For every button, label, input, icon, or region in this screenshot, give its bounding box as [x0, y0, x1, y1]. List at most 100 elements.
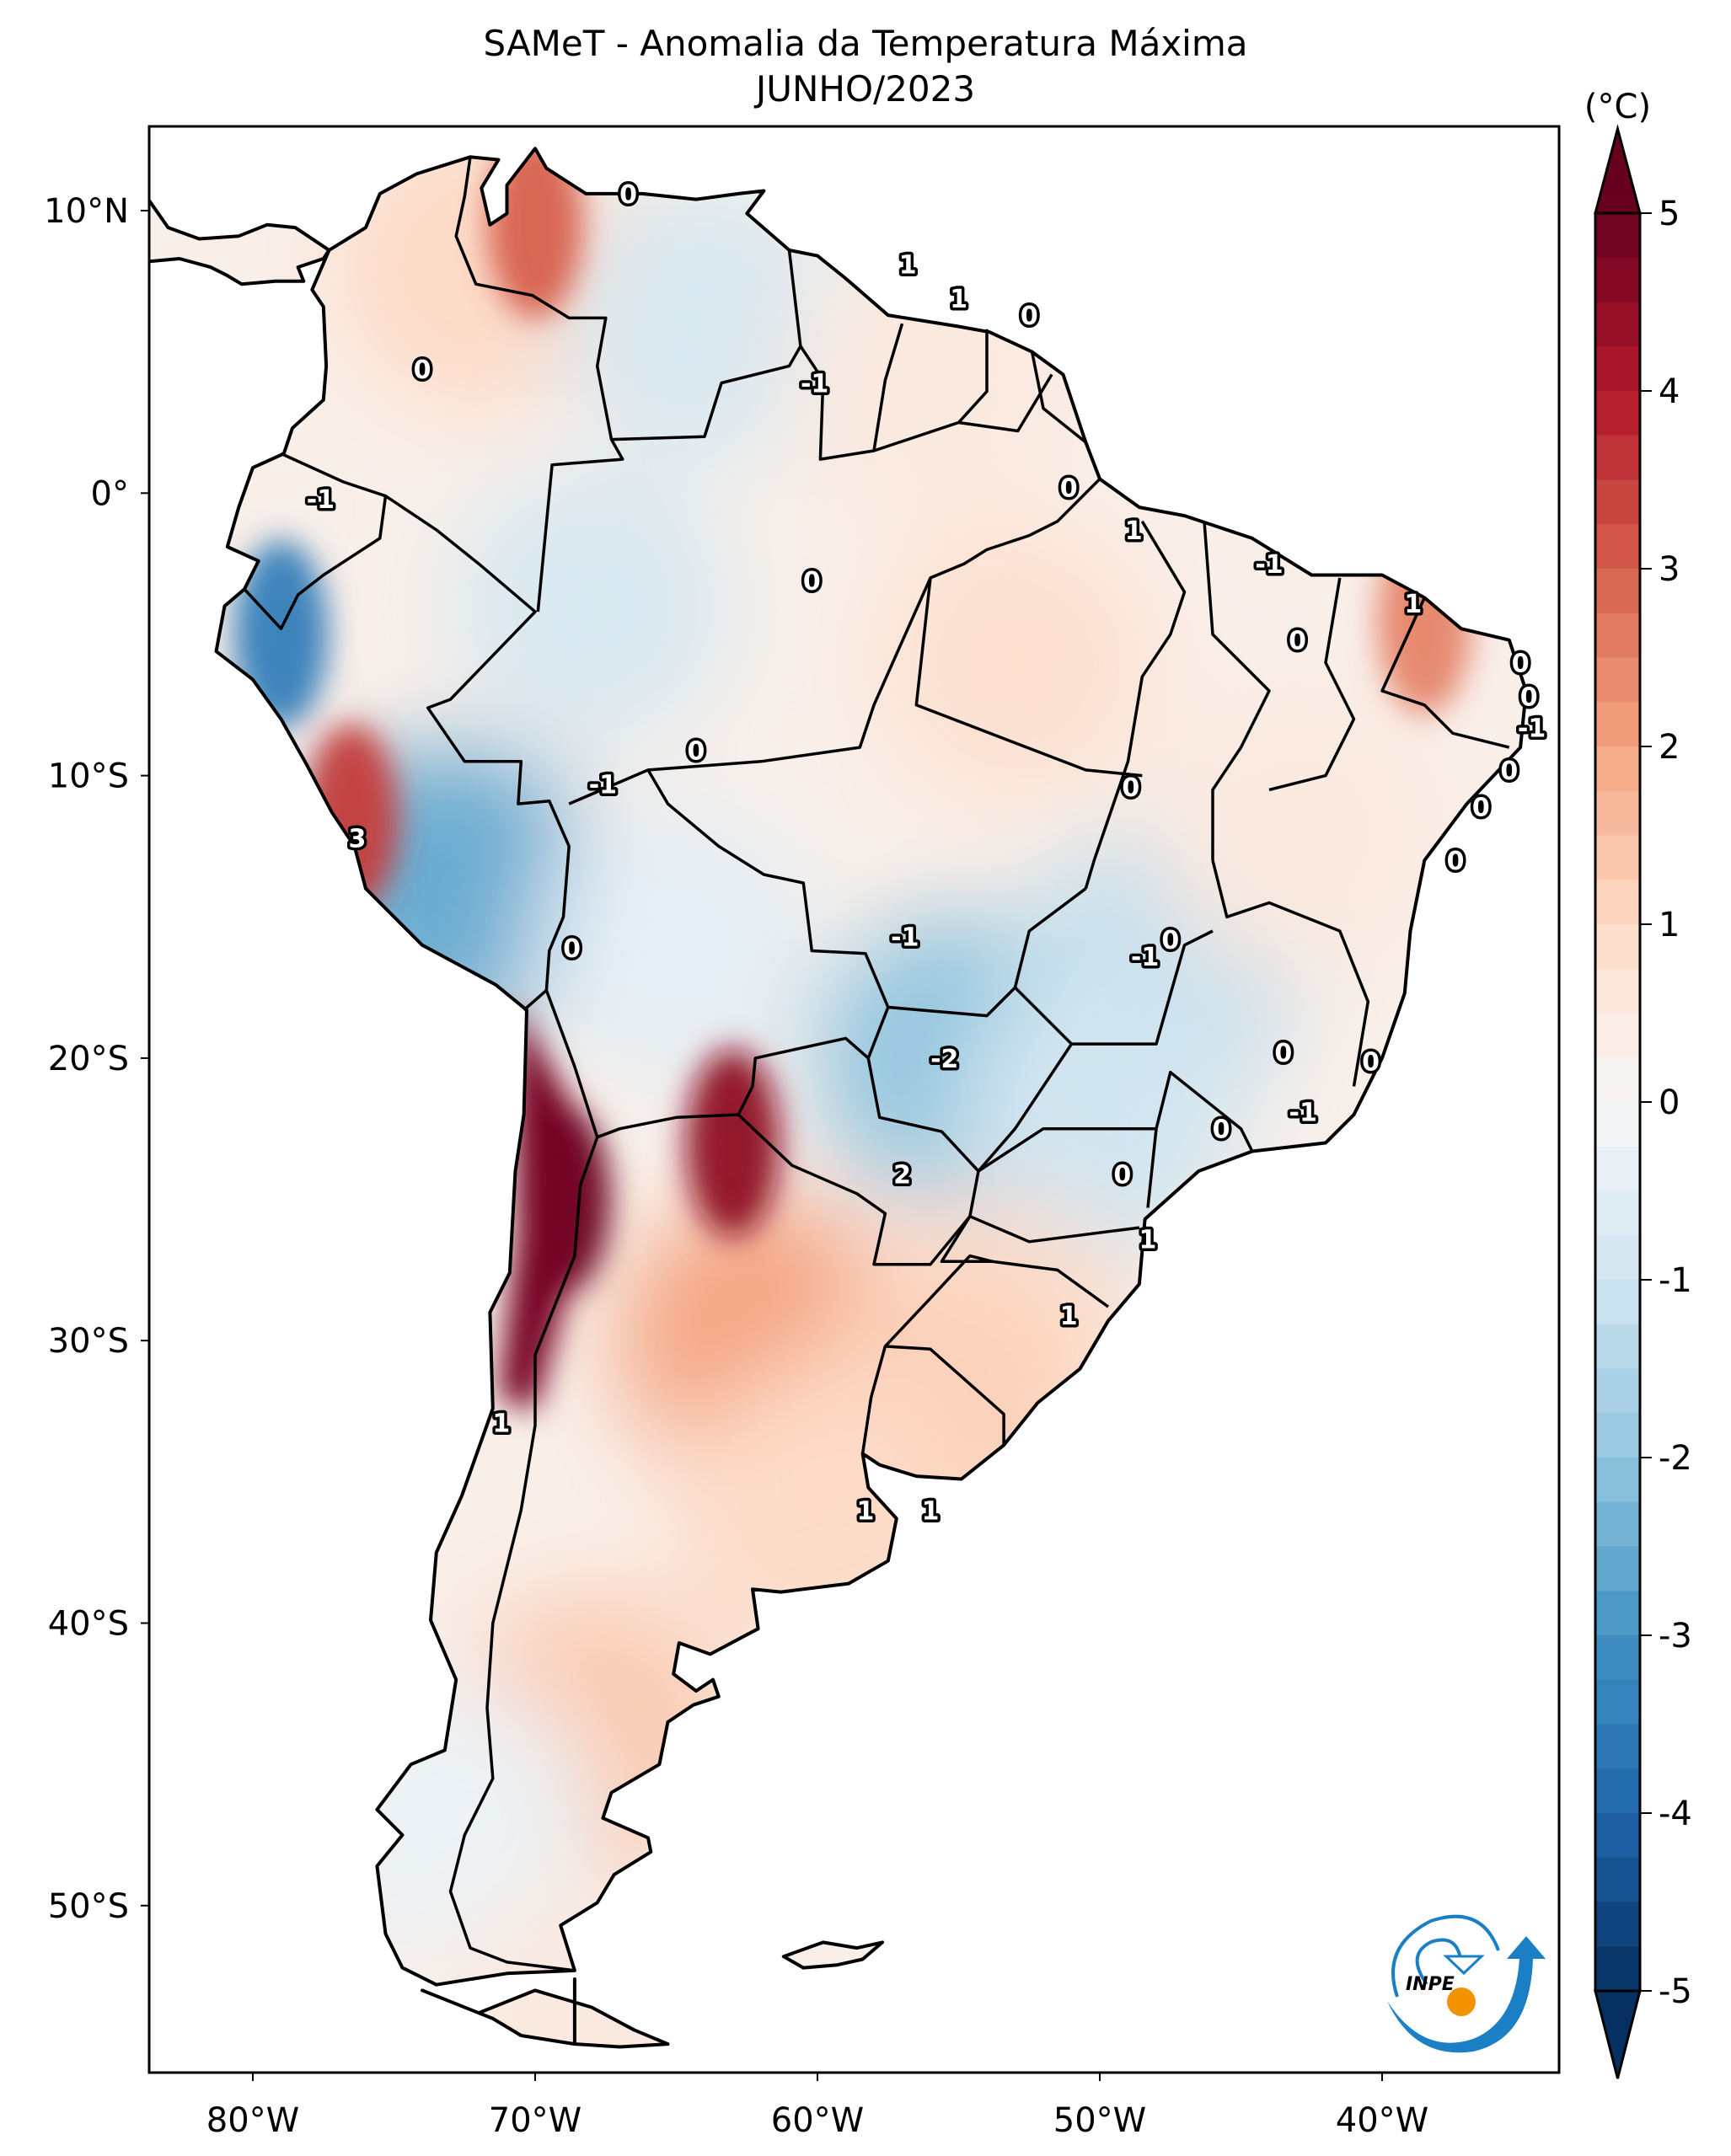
contour-label: 1	[1125, 516, 1143, 546]
contour-label: 0	[1060, 474, 1078, 504]
country-border	[384, 495, 571, 1012]
y-tick-label: 0°	[91, 474, 129, 513]
colorbar-segment	[1595, 1501, 1640, 1548]
colorbar-segment	[1595, 790, 1640, 837]
contour-label: 0	[1520, 683, 1538, 713]
colorbar-segment	[1595, 1635, 1640, 1681]
contour-label: 1	[922, 1496, 940, 1526]
colorbar-tick-label: 0	[1659, 1083, 1680, 1122]
colorbar-segment	[1595, 1813, 1640, 1859]
colorbar-segment	[1595, 1324, 1640, 1370]
country-border	[243, 452, 388, 630]
country-border	[1203, 521, 1271, 861]
colorbar-segment	[1595, 346, 1640, 392]
contour-label: 0	[1289, 627, 1306, 656]
colorbar-tick-label: 4	[1659, 372, 1680, 411]
logo-text: INPE	[1406, 1974, 1455, 1995]
colorbar-tick-label: -4	[1659, 1795, 1692, 1833]
chart-title: SAMeT - Anomalia da Temperatura Máxima	[483, 23, 1248, 64]
contour-label: 0	[688, 736, 705, 766]
plot-frame	[147, 125, 1561, 2074]
colorbar-segment	[1595, 1057, 1640, 1103]
colorbar-segment	[1595, 1591, 1640, 1636]
country-border	[448, 1137, 599, 1972]
contour-label: 0	[563, 934, 581, 964]
country-border	[611, 249, 802, 441]
colorbar-segment	[1595, 302, 1640, 347]
contour-label: 0	[414, 356, 431, 385]
y-tick-label: 10°N	[44, 192, 129, 231]
colorbar-segment	[1595, 257, 1640, 303]
anomaly-region	[685, 1048, 780, 1238]
country-border	[1146, 1128, 1158, 1208]
contour-label: 0	[1362, 1047, 1380, 1077]
contour-label: 1	[857, 1496, 875, 1526]
colorbar-segment	[1595, 1146, 1640, 1192]
country-border	[992, 1260, 1110, 1308]
anomaly-region	[448, 463, 735, 750]
colorbar-segment	[1595, 1368, 1640, 1414]
country-border	[860, 1345, 1005, 1454]
colorbar-segment	[1595, 613, 1640, 659]
colorbar-segment	[1595, 1768, 1640, 1814]
country-border	[737, 1057, 980, 1266]
colorbar-segment	[1595, 524, 1640, 570]
colorbar-segment	[1595, 1546, 1640, 1592]
country-border	[1380, 597, 1510, 749]
colorbar-segment	[1595, 657, 1640, 703]
country-border	[873, 329, 989, 452]
colorbar-label: (°C)	[1584, 88, 1651, 126]
colorbar-tick-label: 5	[1659, 195, 1680, 233]
colorbar-segment	[1595, 391, 1640, 436]
contour-label: -1	[589, 771, 617, 800]
colorbar-tick-label: -2	[1659, 1439, 1692, 1478]
country-border	[969, 1215, 1140, 1244]
coastline	[214, 147, 1528, 1987]
anomaly-region	[233, 539, 329, 729]
x-tick-label: 70°W	[489, 2101, 581, 2140]
contour-label: -1	[891, 923, 919, 953]
colorbar-extend-max	[1594, 124, 1642, 215]
country-borders	[149, 147, 1528, 2049]
coastline	[781, 1940, 884, 1970]
y-tick-label: 50°S	[48, 1887, 129, 1926]
contour-label: 1	[1139, 1225, 1157, 1255]
anomaly-region	[533, 801, 820, 1089]
logo-swoosh-arrow-icon	[1387, 1936, 1546, 2053]
contour-label: -1	[801, 370, 828, 399]
country-border	[884, 1215, 994, 1348]
y-tick-label: 40°S	[48, 1605, 129, 1644]
colorbar-segment	[1595, 924, 1640, 970]
contour-label: 0	[1472, 793, 1490, 822]
country-border	[799, 323, 904, 461]
country-border	[1030, 351, 1087, 444]
y-tick-label: 30°S	[48, 1322, 129, 1361]
country-border	[914, 577, 1143, 778]
logo-sun-icon	[1447, 1987, 1476, 2016]
contour-label: -1	[1518, 714, 1546, 744]
colorbar-segment	[1595, 569, 1640, 614]
contour-label: 0	[803, 567, 821, 597]
logo-inner-arc	[1415, 1938, 1462, 1986]
contour-label: 0	[1447, 847, 1465, 876]
country-border	[1268, 577, 1356, 792]
country-border	[647, 478, 1101, 772]
contour-label: 0	[1113, 1160, 1131, 1190]
colorbar-tick-label: -3	[1659, 1617, 1692, 1656]
colorbar-segment	[1595, 1280, 1640, 1325]
colorbar-segment	[1595, 1190, 1640, 1236]
colorbar-segment	[1595, 835, 1640, 880]
colorbar-segment	[1595, 702, 1640, 747]
contour-label: 1	[1060, 1302, 1078, 1331]
colorbar-tick-label: -5	[1659, 1972, 1692, 2011]
contour-label: -2	[930, 1045, 958, 1074]
colorbar-segment	[1595, 1724, 1640, 1769]
colorbar-segment	[1595, 1235, 1640, 1281]
chart-subtitle: JUNHO/2023	[755, 68, 976, 110]
country-border	[454, 157, 624, 613]
contour-label: 1	[899, 251, 917, 281]
contour-label: 0	[1500, 757, 1518, 786]
